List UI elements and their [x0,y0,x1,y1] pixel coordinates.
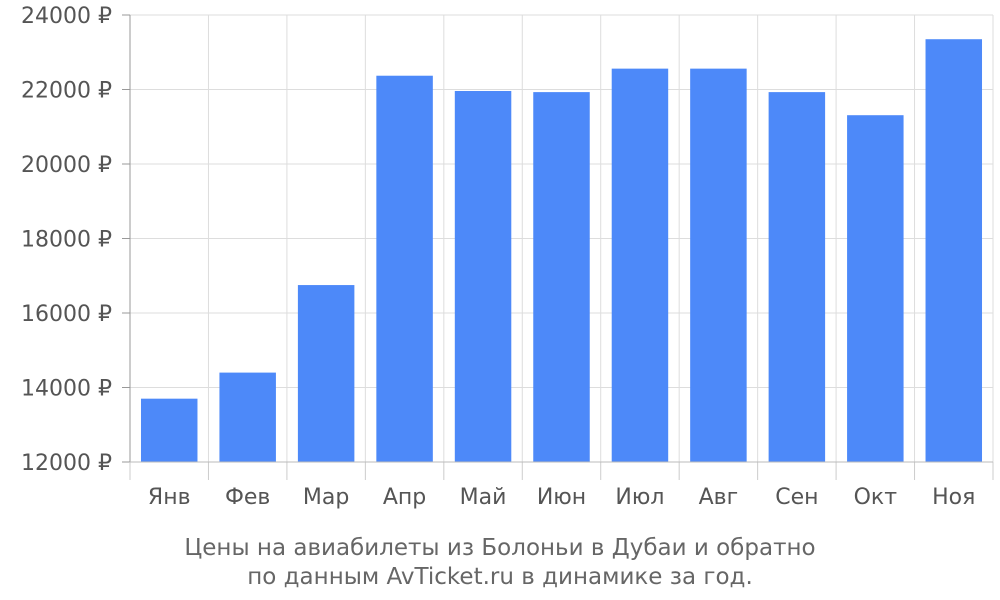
bar-4 [376,75,433,462]
y-tick-label: 22000 ₽ [21,79,112,104]
y-tick-label: 20000 ₽ [21,153,112,178]
y-tick-label: 16000 ₽ [21,302,112,327]
y-axis-tick-labels: 12000 ₽ 14000 ₽ 16000 ₽ 18000 ₽ 20000 ₽ 22000… [21,4,112,476]
bar-11 [925,39,983,463]
x-tick-label: Окт [854,485,898,510]
y-tick-label: 14000 ₽ [21,377,112,402]
bar-6 [533,92,590,463]
bars-group [140,39,983,463]
bar-2 [219,372,276,462]
x-tick-label: Мар [303,485,349,510]
x-tick-label: Ноя [932,485,975,510]
y-tick-label: 24000 ₽ [21,4,112,29]
bar-9 [768,92,826,463]
y-tick-label: 12000 ₽ [21,451,112,476]
x-tick-label: Июл [615,485,664,510]
chart-caption-line-1: Цены на авиабилеты из Болоньи в Дубаи и … [184,535,816,561]
bar-8 [690,68,747,462]
x-tick-label: Май [460,485,507,510]
bar-3 [297,285,355,462]
chart-caption-line-2: по данным AvTicket.ru в динамике за год. [247,564,753,590]
x-tick-label: Янв [148,485,191,510]
axes [122,14,994,480]
x-tick-label: Июн [537,485,586,510]
bar-7 [611,68,669,462]
x-axis-tick-labels: Янв Фев Мар Апр Май Июн Июл Авг Сен Окт Ноя [148,485,975,510]
bar-5 [454,90,512,463]
bar-1 [140,398,198,462]
y-tick-label: 18000 ₽ [21,228,112,253]
bar-10 [847,115,904,462]
x-tick-label: Фев [225,485,270,510]
x-tick-label: Сен [775,485,818,510]
x-tick-label: Апр [383,485,426,510]
price-bar-chart: 12000 ₽ 14000 ₽ 16000 ₽ 18000 ₽ 20000 ₽ 22000… [21,4,994,510]
x-tick-label: Авг [699,485,739,510]
